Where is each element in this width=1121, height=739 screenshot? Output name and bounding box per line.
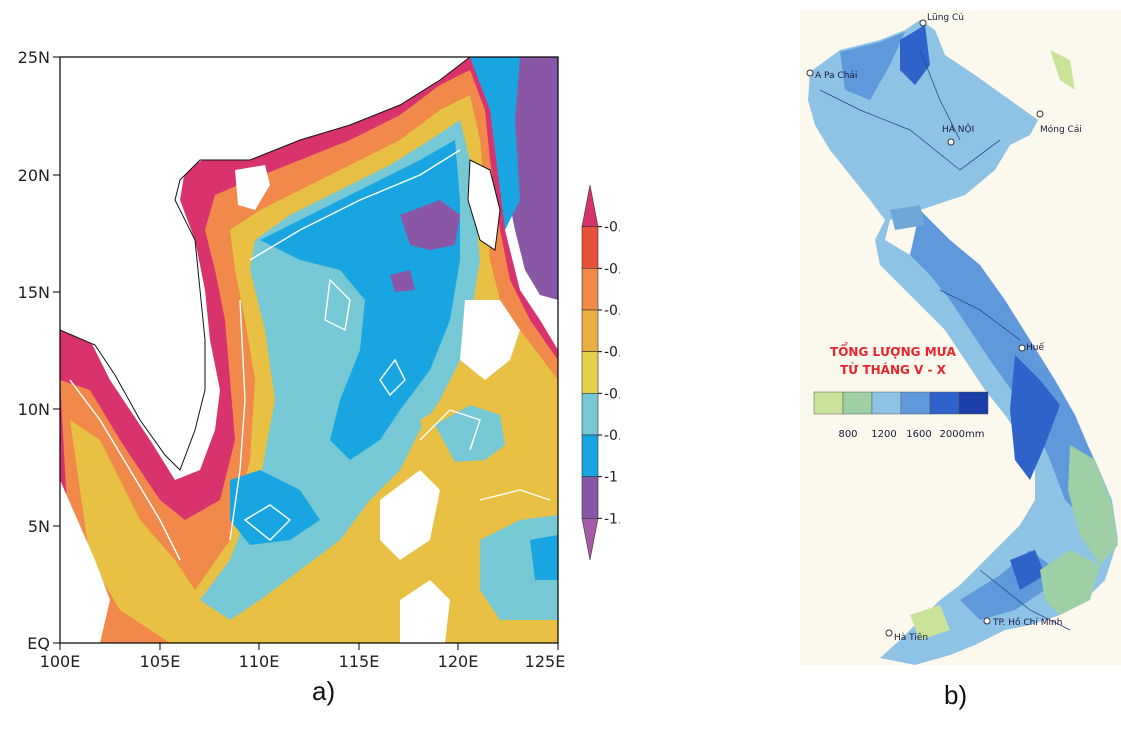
legend-tick-label: 800: [838, 429, 857, 440]
vietnam-landmass: [808, 20, 1118, 665]
colorbar-swatch: [581, 476, 599, 519]
lon-tick-label: 105E: [140, 652, 181, 671]
legend-swatch: [900, 391, 931, 415]
colorbar-tick-label: -0.5: [604, 261, 620, 277]
lon-tick-label: 125E: [525, 652, 566, 671]
legend-swatch: [958, 391, 989, 415]
colorbar-swatch: [581, 434, 599, 477]
city-label: A Pa Chải: [815, 70, 857, 81]
city-marker: [1018, 344, 1026, 352]
rainfall-legend: TỔNG LƯỢNG MƯA TỪ THÁNG V - X 800 1200 1…: [813, 342, 989, 440]
city-markers: [806, 19, 1044, 637]
lat-tick-label: 15N: [18, 283, 50, 302]
legend-title-line-2: TỪ THÁNG V - X: [840, 362, 947, 377]
colorbar-tick-label: -1: [604, 470, 618, 486]
lon-tick-label: 110E: [239, 652, 280, 671]
city-label: TP. Hồ Chí Minh: [992, 617, 1062, 628]
city-marker: [947, 138, 955, 146]
lat-tick-label: EQ: [27, 634, 50, 653]
colorbar-swatch: [581, 309, 599, 352]
city-label: HÀ NỘI: [942, 123, 974, 135]
plot-frame: [59, 56, 559, 644]
colorbar-swatch: [581, 268, 599, 311]
lon-tick-label: 100E: [40, 652, 81, 671]
city-marker: [919, 19, 927, 27]
panel-a-map: 25N 20N 15N 10N 5N EQ 100E 105E 110E 115…: [18, 48, 620, 671]
legend-tick-label: 2000mm: [940, 429, 985, 440]
colorbar-tick-label: -0.7: [604, 345, 620, 361]
colorbar-tick-label: -0.8: [604, 386, 620, 402]
legend-tick-label: 1600: [906, 429, 931, 440]
sea-level-field: [60, 57, 558, 643]
lat-tick-label: 25N: [18, 48, 50, 67]
legend-swatch: [813, 391, 844, 415]
city-marker: [1036, 110, 1044, 118]
lat-tick-label: 10N: [18, 400, 50, 419]
legend-swatch: [929, 391, 960, 415]
lon-tick-label: 120E: [438, 652, 479, 671]
legend-title-line-1: TỔNG LƯỢNG MƯA: [830, 342, 957, 359]
city-label: Móng Cái: [1040, 124, 1082, 135]
colorbar-tick-label: -0.4: [604, 220, 620, 236]
colorbar-swatch: [581, 351, 599, 394]
city-label: Hà Tiên: [894, 632, 928, 643]
panel-b-label: b): [944, 680, 968, 710]
legend-swatch: [842, 391, 873, 415]
city-marker: [983, 617, 991, 625]
city-marker: [806, 69, 814, 77]
colorbar-swatch: [581, 518, 599, 561]
colorbar-swatch: [581, 393, 599, 436]
city-label: Lũng Cú: [927, 13, 964, 23]
city-labels: Lũng Cú A Pa Chải HÀ NỘI Móng Cái Huế TP…: [815, 13, 1082, 643]
legend-swatches: [813, 391, 989, 415]
legend-swatch: [871, 391, 902, 415]
panel-b-map: Lũng Cú A Pa Chải HÀ NỘI Móng Cái Huế TP…: [800, 10, 1121, 665]
lon-axis: 100E 105E 110E 115E 120E 125E: [40, 643, 566, 671]
lon-tick-label: 115E: [339, 652, 380, 671]
panel-a-label: a): [312, 676, 336, 706]
city-marker: [885, 629, 893, 637]
colorbar-tick-label: -0.9: [604, 428, 620, 444]
legend-tick-label: 1200: [871, 429, 896, 440]
colorbar-tick-label: -0.6: [604, 303, 620, 319]
colorbar-swatch: [581, 226, 599, 269]
colorbar: -0.4 -0.5 -0.6 -0.7 -0.8 -0.9 -1 -1.1: [581, 184, 620, 561]
lat-axis: 25N 20N 15N 10N 5N EQ: [18, 48, 60, 653]
city-label: Huế: [1026, 342, 1044, 353]
lat-tick-label: 5N: [28, 517, 50, 536]
colorbar-swatch: [581, 184, 599, 227]
colorbar-tick-label: -1.1: [604, 511, 620, 527]
lat-tick-label: 20N: [18, 166, 50, 185]
